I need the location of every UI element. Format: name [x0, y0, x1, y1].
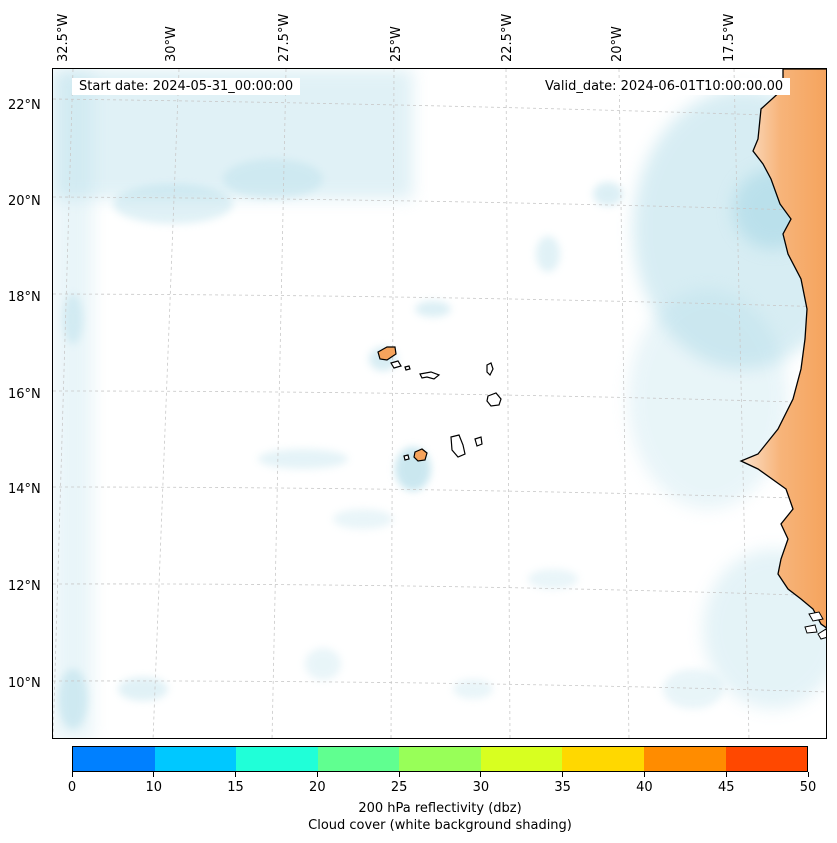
lon-label-22-5w: 22.5°W — [500, 13, 515, 62]
colorbar-tick — [480, 772, 482, 777]
map-gridlines — [53, 69, 826, 738]
map-svg — [53, 69, 826, 738]
reflectivity-colorbar — [72, 746, 808, 772]
colorbar-tick-label: 0 — [67, 780, 77, 795]
lat-label-16n: 16°N — [8, 387, 41, 402]
colorbar-tick-label: 50 — [799, 780, 817, 795]
colorbar-tick-label: 35 — [554, 780, 571, 795]
colorbar-tick-label: 10 — [145, 780, 163, 795]
colorbar-segment — [643, 747, 726, 771]
island-maio — [474, 436, 483, 447]
lat-label-12n: 12°N — [8, 579, 41, 594]
island-fogo — [413, 448, 428, 462]
colorbar-segment — [480, 747, 563, 771]
colorbar-tick-label: 20 — [309, 780, 326, 795]
colorbar-tick-label: 45 — [717, 780, 735, 795]
island-sal — [486, 362, 494, 377]
colorbar-segment — [236, 747, 318, 771]
lat-label-14n: 14°N — [8, 482, 41, 497]
island-santo-antao — [377, 346, 397, 361]
colorbar-segment — [562, 747, 644, 771]
colorbar-tick — [398, 772, 400, 777]
colorbar-segment — [73, 747, 155, 771]
colorbar-tick — [643, 772, 645, 777]
colorbar-tick — [725, 772, 727, 777]
lon-label-20w: 20°W — [610, 26, 625, 62]
lon-label-17-5w: 17.5°W — [722, 13, 737, 62]
island-santa-luzia — [404, 365, 411, 371]
colorbar-segment — [399, 747, 481, 771]
lon-label-25w: 25°W — [389, 26, 404, 62]
colorbar-tick-label: 25 — [390, 780, 408, 795]
colorbar-subtitle: Cloud cover (white background shading) — [308, 818, 572, 833]
colorbar-title: 200 hPa reflectivity (dbz) — [358, 801, 522, 816]
island-santiago — [450, 434, 466, 458]
colorbar-tick — [235, 772, 237, 777]
island-sao-nicolau — [419, 371, 441, 380]
colorbar-tick-label: 30 — [472, 780, 490, 795]
colorbar-tick — [71, 772, 73, 777]
island-brava — [403, 454, 410, 461]
colorbar-tick-label: 40 — [636, 780, 653, 795]
lon-label-27-5w: 27.5°W — [277, 13, 292, 62]
map-canvas[interactable] — [52, 68, 827, 739]
lat-label-20n: 20°N — [8, 194, 41, 209]
cape-verde-islands — [377, 346, 502, 462]
cloud-cover-shading — [53, 69, 826, 738]
african-coast-land — [739, 69, 826, 629]
colorbar-tick — [153, 772, 155, 777]
valid-date-box: Valid_date: 2024-06-01T10:00:00.00 — [538, 78, 791, 95]
colorbar-tick — [316, 772, 318, 777]
colorbar-segment — [317, 747, 400, 771]
start-date-box: Start date: 2024-05-31_00:00:00 — [72, 78, 301, 95]
colorbar-tick — [807, 772, 809, 777]
lat-label-10n: 10°N — [8, 676, 41, 691]
colorbar-tick — [562, 772, 564, 777]
lon-label-32-5w: 32.5°W — [56, 13, 71, 62]
island-sao-vicente — [390, 360, 402, 369]
lat-label-18n: 18°N — [8, 290, 41, 305]
colorbar-tick-label: 15 — [227, 780, 244, 795]
colorbar-segment — [154, 747, 237, 771]
island-boa-vista — [486, 392, 502, 407]
colorbar-segment — [725, 747, 808, 771]
lon-label-30w: 30°W — [164, 26, 179, 62]
lat-label-22n: 22°N — [8, 98, 41, 113]
bissagos-islands — [804, 611, 826, 640]
